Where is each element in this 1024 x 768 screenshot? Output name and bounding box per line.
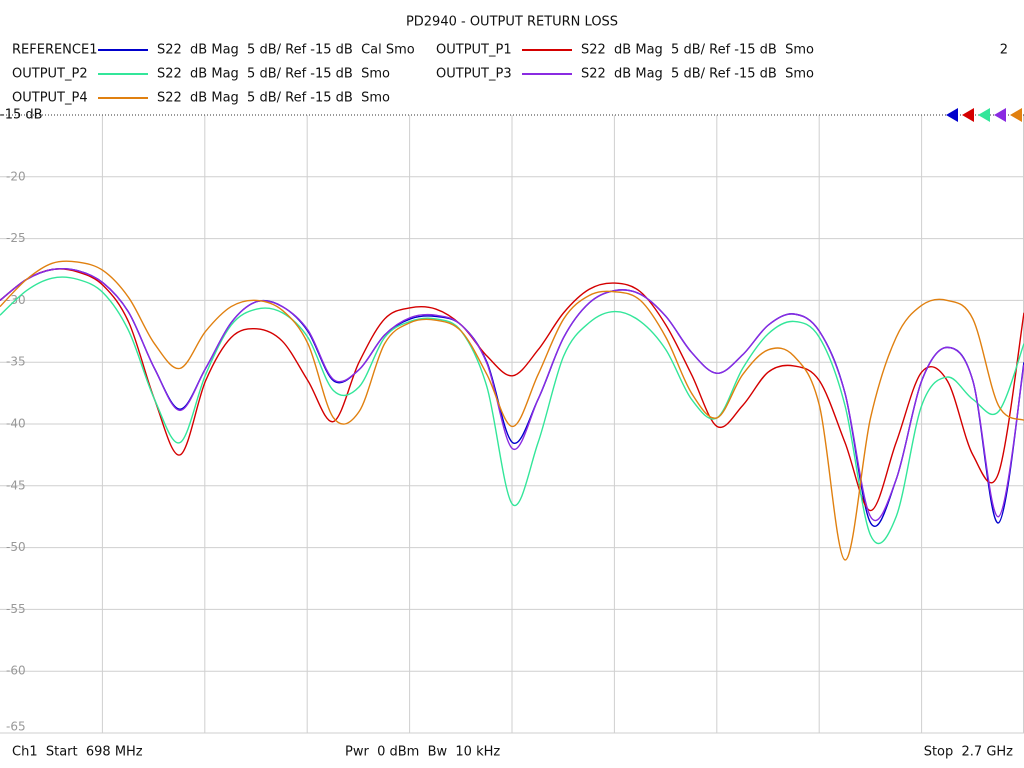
annotation: 2 [1000, 43, 1008, 58]
legend-label: OUTPUT_P3 [436, 67, 512, 82]
trace [0, 260, 1024, 561]
stop-label: Stop 2.7 GHz [924, 745, 1013, 760]
legend-label: OUTPUT_P4 [12, 91, 88, 106]
ref-marker [962, 108, 974, 122]
legend-description: S22 dB Mag 5 dB/ Ref -15 dB Smo [581, 67, 814, 82]
legend-label: REFERENCE1 [12, 43, 97, 58]
legend-label: OUTPUT_P2 [12, 67, 88, 82]
legend-description: S22 dB Mag 5 dB/ Ref -15 dB Smo [157, 67, 390, 82]
y-tick-label: -35 [6, 355, 26, 369]
trace [0, 276, 1024, 544]
ref-marker [1010, 108, 1022, 122]
start-label: Ch1 Start 698 MHz [12, 745, 143, 760]
y-tick-label: -45 [6, 478, 26, 492]
y-tick-label: -25 [6, 231, 26, 245]
legend-label: OUTPUT_P1 [436, 43, 512, 58]
power-label: Pwr 0 dBm Bw 10 kHz [345, 745, 500, 760]
legend-description: S22 dB Mag 5 dB/ Ref -15 dB Smo [581, 43, 814, 58]
y-tick-label: -15 dB [0, 108, 43, 123]
trace [0, 268, 1024, 512]
legend-description: S22 dB Mag 5 dB/ Ref -15 dB Smo [157, 91, 390, 106]
chart-title: PD2940 - OUTPUT RETURN LOSS [406, 15, 618, 30]
y-tick-label: -20 [6, 169, 26, 183]
ref-marker [994, 108, 1006, 122]
y-tick-label: -40 [6, 417, 26, 431]
y-tick-label: -55 [6, 602, 26, 616]
y-tick-label: -60 [6, 664, 26, 678]
y-tick-label: -65 [6, 720, 26, 734]
ref-marker [978, 108, 990, 122]
y-tick-label: -50 [6, 540, 26, 554]
ref-marker [946, 108, 958, 122]
legend-description: S22 dB Mag 5 dB/ Ref -15 dB Cal Smo [157, 43, 415, 58]
trace [0, 267, 1024, 522]
